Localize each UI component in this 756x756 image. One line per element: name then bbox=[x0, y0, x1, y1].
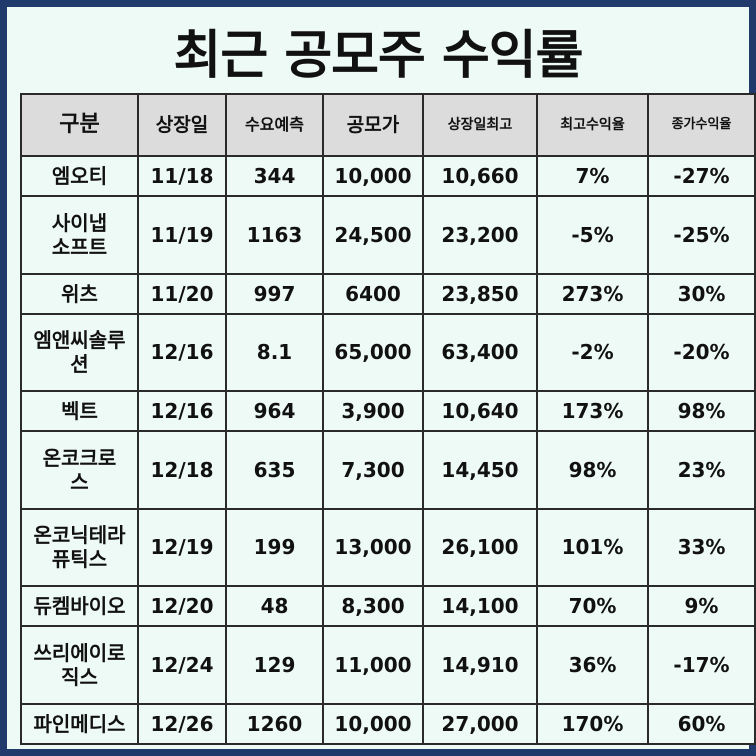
cell-demand-forecast: 48 bbox=[225, 585, 324, 628]
cell-offer-price: 8,300 bbox=[322, 585, 424, 628]
table-row: 쓰리에이로 직스 12/24 129 11,000 14,910 36% -17% bbox=[20, 625, 756, 705]
cell-close-return: 9% bbox=[647, 585, 756, 628]
cell-max-return: 170% bbox=[536, 702, 649, 746]
cell-close-return: 30% bbox=[647, 272, 756, 315]
cell-max-return: 36% bbox=[536, 625, 649, 705]
cell-max-return: 98% bbox=[536, 430, 649, 510]
cell-demand-forecast: 1163 bbox=[225, 195, 324, 275]
cell-listing-date: 11/18 bbox=[137, 154, 227, 198]
table-row: 온코크로 스 12/18 635 7,300 14,450 98% 23% bbox=[20, 430, 756, 510]
cell-close-return: -20% bbox=[647, 312, 756, 393]
cell-max-return: -2% bbox=[536, 312, 649, 393]
cell-listing-date: 12/19 bbox=[137, 507, 227, 588]
cell-demand-forecast: 635 bbox=[225, 430, 324, 510]
cell-listing-day-high: 27,000 bbox=[422, 702, 538, 746]
cell-listing-date: 11/19 bbox=[137, 195, 227, 275]
cell-offer-price: 3,900 bbox=[322, 390, 424, 433]
cell-demand-forecast: 344 bbox=[225, 154, 324, 198]
cell-offer-price: 10,000 bbox=[322, 702, 424, 746]
cell-listing-date: 12/16 bbox=[137, 312, 227, 393]
header-listing-date: 상장일 bbox=[137, 93, 227, 157]
cell-close-return: -27% bbox=[647, 154, 756, 198]
table-row: 듀켐바이오 12/20 48 8,300 14,100 70% 9% bbox=[20, 585, 756, 628]
cell-name: 벡트 bbox=[20, 390, 139, 433]
cell-listing-date: 12/16 bbox=[137, 390, 227, 433]
cell-demand-forecast: 1260 bbox=[225, 702, 324, 746]
cell-name: 위츠 bbox=[20, 272, 139, 315]
header-close-return: 종가수익율 bbox=[647, 93, 756, 157]
cell-max-return: 70% bbox=[536, 585, 649, 628]
cell-name: 사이냅 소프트 bbox=[20, 195, 139, 275]
header-listing-day-high: 상장일최고 bbox=[422, 93, 538, 157]
cell-name: 엠앤씨솔루 션 bbox=[20, 312, 139, 393]
cell-offer-price: 65,000 bbox=[322, 312, 424, 393]
cell-offer-price: 6400 bbox=[322, 272, 424, 315]
cell-listing-date: 12/20 bbox=[137, 585, 227, 628]
cell-listing-date: 12/18 bbox=[137, 430, 227, 510]
cell-demand-forecast: 129 bbox=[225, 625, 324, 705]
cell-name: 쓰리에이로 직스 bbox=[20, 625, 139, 705]
cell-listing-day-high: 23,200 bbox=[422, 195, 538, 275]
table-row: 엠오티 11/18 344 10,000 10,660 7% -27% bbox=[20, 154, 756, 198]
table-row: 위츠 11/20 997 6400 23,850 273% 30% bbox=[20, 272, 756, 315]
cell-listing-date: 12/26 bbox=[137, 702, 227, 746]
cell-close-return: -25% bbox=[647, 195, 756, 275]
cell-listing-date: 11/20 bbox=[137, 272, 227, 315]
cell-listing-day-high: 14,450 bbox=[422, 430, 538, 510]
header-demand-forecast: 수요예측 bbox=[225, 93, 324, 157]
cell-demand-forecast: 997 bbox=[225, 272, 324, 315]
cell-listing-day-high: 23,850 bbox=[422, 272, 538, 315]
cell-offer-price: 10,000 bbox=[322, 154, 424, 198]
header-category: 구분 bbox=[20, 93, 139, 157]
cell-max-return: 173% bbox=[536, 390, 649, 433]
cell-listing-day-high: 10,640 bbox=[422, 390, 538, 433]
table-row: 온코닉테라 퓨틱스 12/19 199 13,000 26,100 101% 33% bbox=[20, 507, 756, 588]
cell-name: 온코크로 스 bbox=[20, 430, 139, 510]
cell-offer-price: 13,000 bbox=[322, 507, 424, 588]
cell-listing-day-high: 14,910 bbox=[422, 625, 538, 705]
header-row: 구분 상장일 수요예측 공모가 상장일최고 최고수익율 종가수익율 bbox=[20, 93, 756, 157]
cell-demand-forecast: 964 bbox=[225, 390, 324, 433]
cell-close-return: 98% bbox=[647, 390, 756, 433]
cell-close-return: -17% bbox=[647, 625, 756, 705]
table-row: 파인메디스 12/26 1260 10,000 27,000 170% 60% bbox=[20, 702, 756, 746]
cell-name: 파인메디스 bbox=[20, 702, 139, 746]
cell-listing-day-high: 14,100 bbox=[422, 585, 538, 628]
cell-demand-forecast: 8.1 bbox=[225, 312, 324, 393]
cell-demand-forecast: 199 bbox=[225, 507, 324, 588]
header-offer-price: 공모가 bbox=[322, 93, 424, 157]
cell-name: 엠오티 bbox=[20, 154, 139, 198]
table-row: 벡트 12/16 964 3,900 10,640 173% 98% bbox=[20, 390, 756, 433]
cell-max-return: -5% bbox=[536, 195, 649, 275]
header-max-return: 최고수익율 bbox=[536, 93, 649, 157]
cell-offer-price: 11,000 bbox=[322, 625, 424, 705]
table-row: 사이냅 소프트 11/19 1163 24,500 23,200 -5% -25% bbox=[20, 195, 756, 275]
cell-offer-price: 24,500 bbox=[322, 195, 424, 275]
ipo-returns-table: 구분 상장일 수요예측 공모가 상장일최고 최고수익율 종가수익율 엠오티 11/… bbox=[20, 93, 756, 746]
cell-offer-price: 7,300 bbox=[322, 430, 424, 510]
cell-max-return: 101% bbox=[536, 507, 649, 588]
cell-close-return: 23% bbox=[647, 430, 756, 510]
cell-name: 온코닉테라 퓨틱스 bbox=[20, 507, 139, 588]
cell-name: 듀켐바이오 bbox=[20, 585, 139, 628]
cell-close-return: 33% bbox=[647, 507, 756, 588]
cell-listing-day-high: 63,400 bbox=[422, 312, 538, 393]
cell-listing-day-high: 10,660 bbox=[422, 154, 538, 198]
cell-max-return: 7% bbox=[536, 154, 649, 198]
cell-listing-date: 12/24 bbox=[137, 625, 227, 705]
cell-listing-day-high: 26,100 bbox=[422, 507, 538, 588]
cell-max-return: 273% bbox=[536, 272, 649, 315]
page-title: 최근 공모주 수익률 bbox=[173, 26, 584, 86]
cell-close-return: 60% bbox=[647, 702, 756, 746]
table-row: 엠앤씨솔루 션 12/16 8.1 65,000 63,400 -2% -20% bbox=[20, 312, 756, 393]
